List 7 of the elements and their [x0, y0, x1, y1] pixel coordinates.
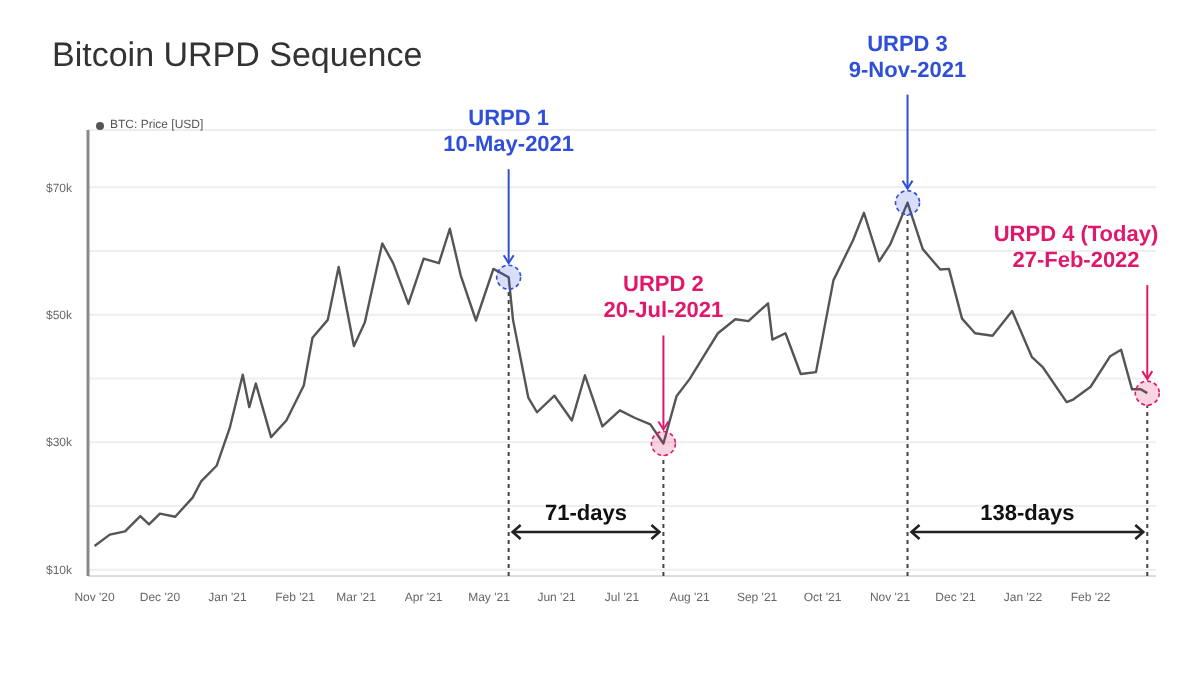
- annotation: 71-days: [545, 502, 628, 526]
- annotation: URPD 4 (Today) 27-Feb-2022: [993, 223, 1159, 274]
- annotation: 138-days: [980, 502, 1075, 526]
- annotation: URPD 3 9-Nov-2021: [848, 32, 967, 83]
- annotation: URPD 1 10-May-2021: [443, 107, 575, 158]
- annotation: URPD 2 20-Jul-2021: [603, 273, 724, 324]
- chart-title: Bitcoin URPD Sequence: [52, 36, 423, 76]
